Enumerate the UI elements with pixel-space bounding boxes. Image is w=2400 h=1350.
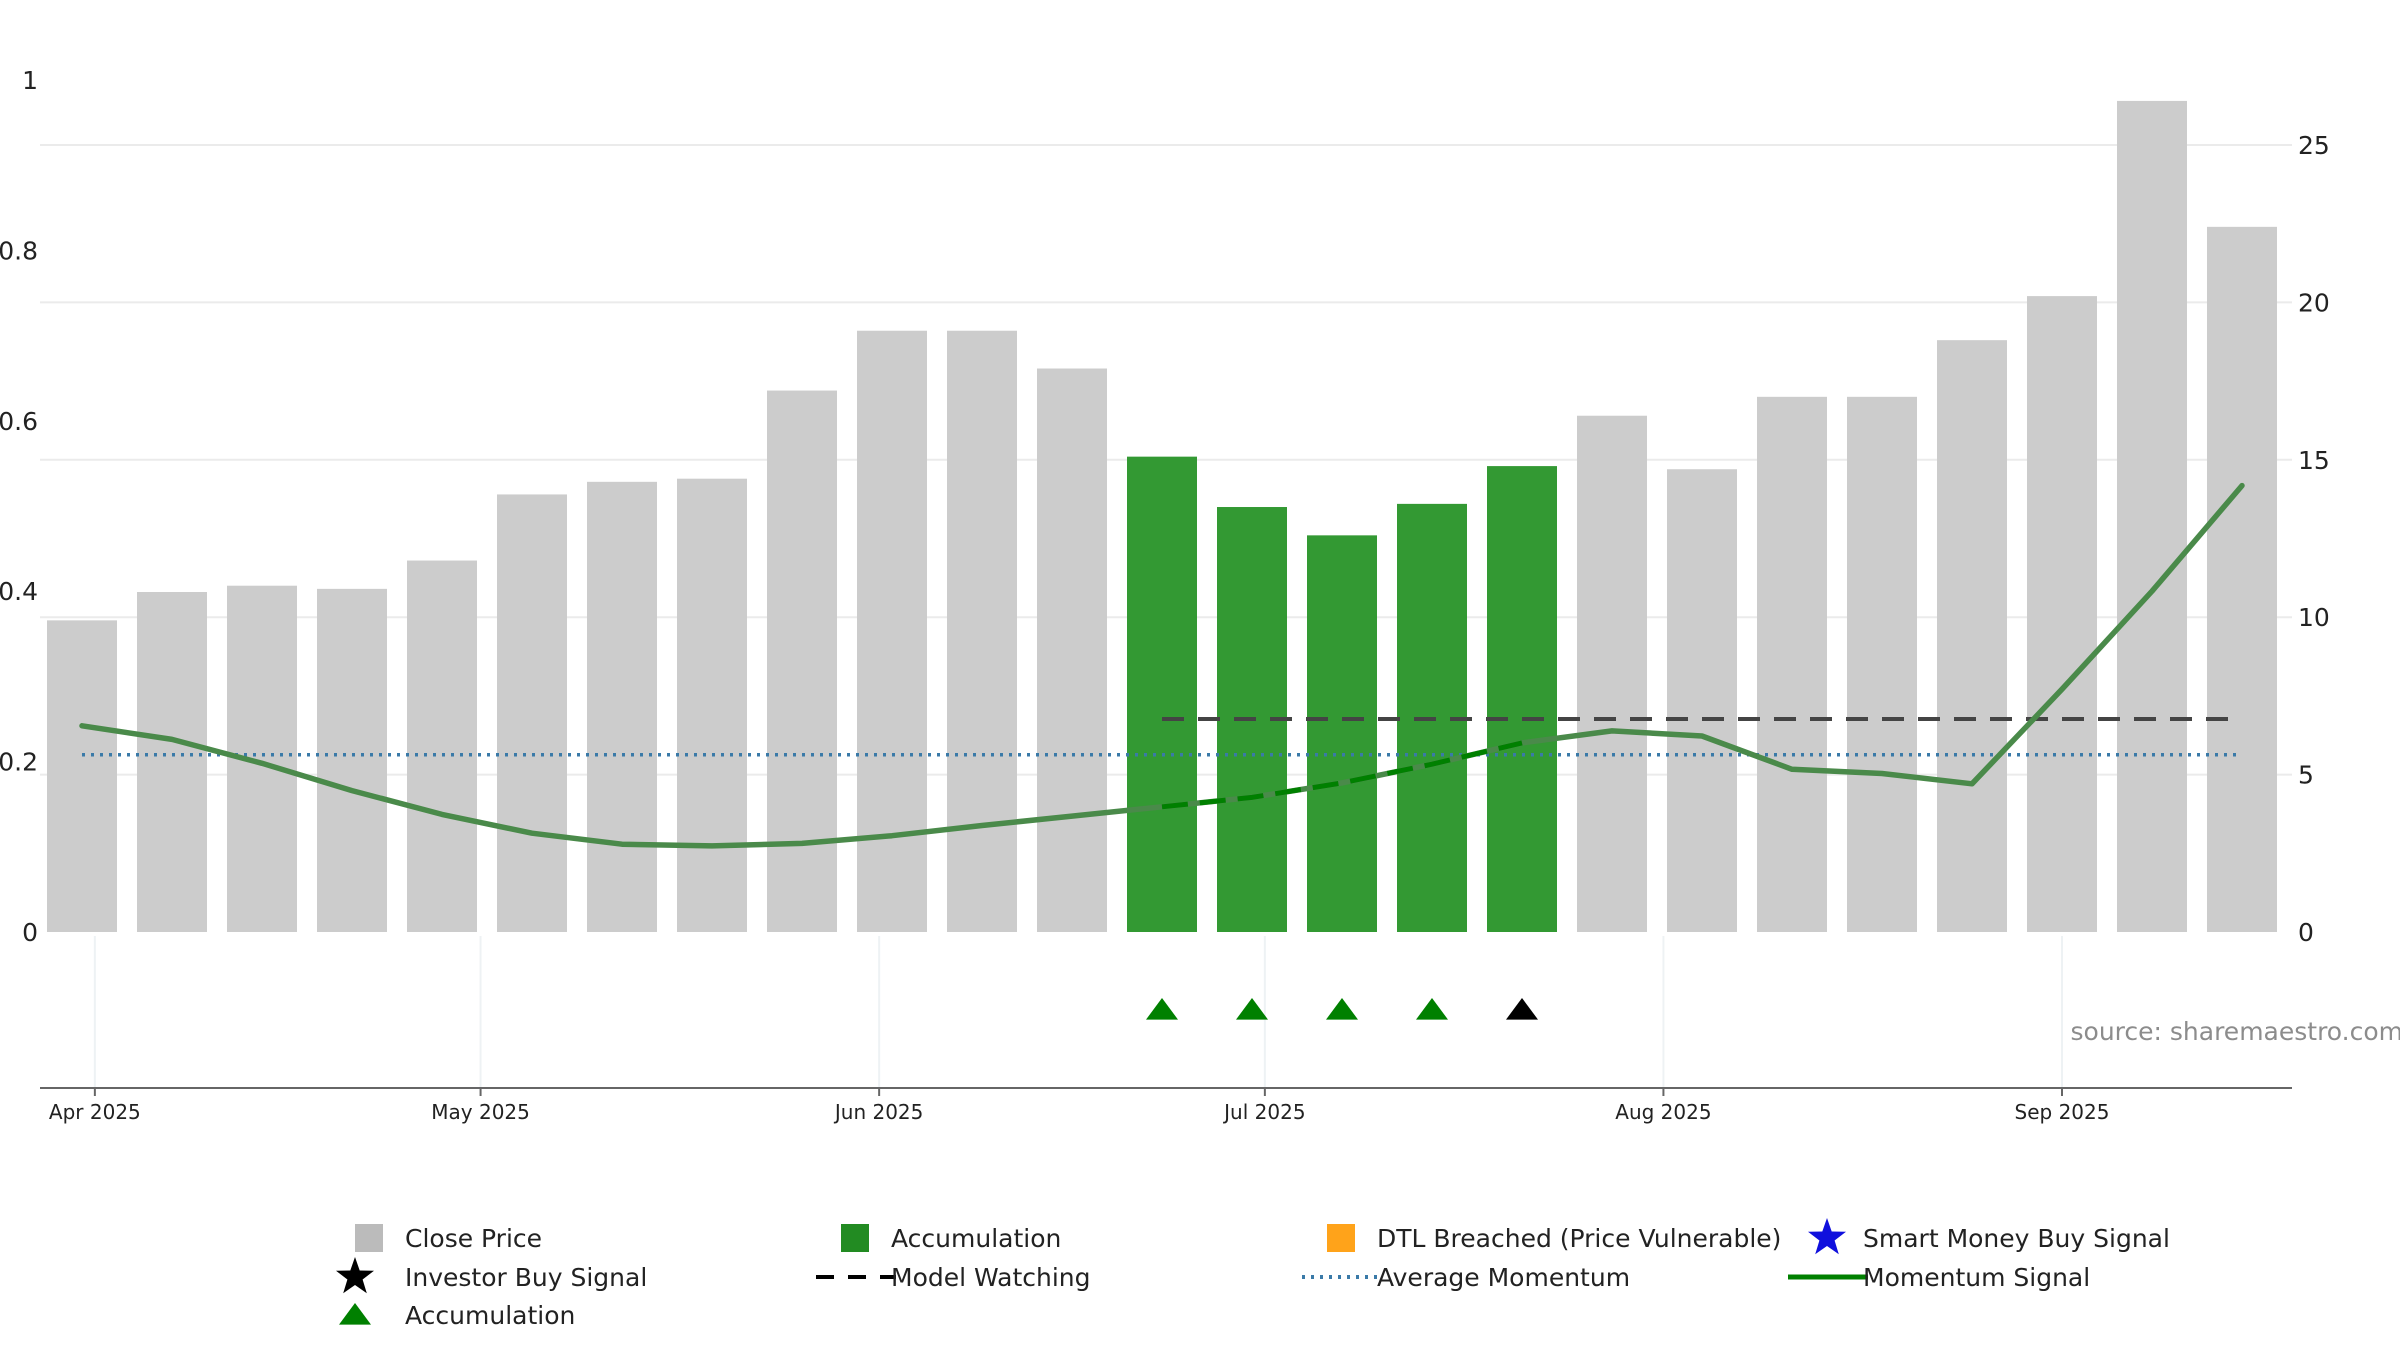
investor-buy-marker [1506,998,1538,1020]
close-price-bar [2117,100,2187,932]
legend-label: Model Watching [891,1263,1091,1292]
right-axis-tick-label: 15 [2298,446,2330,475]
close-price-bar [1757,396,1827,933]
accumulation-bar [1307,535,1377,932]
x-axis-tick-label: May 2025 [431,1100,530,1124]
legend-label: Accumulation [891,1224,1061,1253]
right-axis-tick-label: 0 [2298,918,2314,947]
signal-markers [1146,998,1538,1020]
legend-label: Average Momentum [1377,1263,1630,1292]
accumulation-bar [1487,466,1557,932]
left-axis-tick-label: 0.8 [0,236,38,265]
legend-label: Smart Money Buy Signal [1863,1224,2170,1253]
close-price-bar [857,330,927,932]
legend-investor-buy-star-icon [336,1257,374,1294]
close-price-bar [767,390,837,932]
close-price-bar [407,560,477,932]
left-axis-tick-label: 0.2 [0,748,38,777]
legend-label: Close Price [405,1224,542,1253]
close-price-bar [137,592,207,932]
close-price-bar [1667,469,1737,932]
right-axis-tick-label: 10 [2298,603,2330,632]
left-axis-tick-label: 0 [22,918,38,947]
legend-smart-money-star-icon [1808,1218,1846,1255]
close-price-bar [1037,368,1107,933]
close-price-bar [47,620,117,932]
close-price-bar [1937,340,2007,932]
close-price-bar [947,330,1017,932]
x-axis-tick-label: Sep 2025 [2015,1100,2110,1124]
close-price-bar [1847,396,1917,933]
legend-label: Accumulation [405,1301,575,1330]
left-axis-tick-label: 0.4 [0,577,38,606]
right-axis-tick-label: 20 [2298,288,2330,317]
legend-accumulation-triangle-icon [339,1303,371,1325]
x-axis-tick-label: Jul 2025 [1222,1100,1305,1124]
legend-label: Momentum Signal [1863,1263,2090,1292]
accumulation-marker [1416,998,1448,1020]
x-axis-tick-label: Jun 2025 [833,1100,924,1124]
accumulation-marker [1236,998,1268,1020]
close-price-bar [677,478,747,932]
source-label: source: sharemaestro.com [2071,1017,2400,1046]
close-price-bar [497,494,567,932]
right-axis-tick-label: 5 [2298,761,2314,790]
legend-label: Investor Buy Signal [405,1263,647,1292]
momentum-signal-accumulation-segment [1161,740,1523,810]
right-axis-tick-label: 25 [2298,131,2330,160]
legend-dtl-breached-swatch [1327,1224,1355,1252]
left-axis-tick-label: 1 [22,66,38,95]
legend: Close Price Accumulation DTL Breached (Pri… [336,1218,2170,1330]
close-price-bar [2207,226,2277,932]
close-price-bar [1577,415,1647,933]
signal-lines [79,482,2245,849]
x-axis-tick-label: Apr 2025 [49,1100,141,1124]
accumulation-marker [1146,998,1178,1020]
legend-label: DTL Breached (Price Vulnerable) [1377,1224,1781,1253]
close-price-bar [2027,296,2097,932]
accumulation-bar [1127,456,1197,932]
x-axis-tick-label: Aug 2025 [1615,1100,1711,1124]
close-price-bar [317,588,387,932]
left-axis-tick-label: 0.6 [0,407,38,436]
legend-accumulation-swatch [841,1224,869,1252]
accumulation-marker [1326,998,1358,1020]
legend-close-price-swatch [355,1224,383,1252]
close-price-bar [587,481,657,932]
